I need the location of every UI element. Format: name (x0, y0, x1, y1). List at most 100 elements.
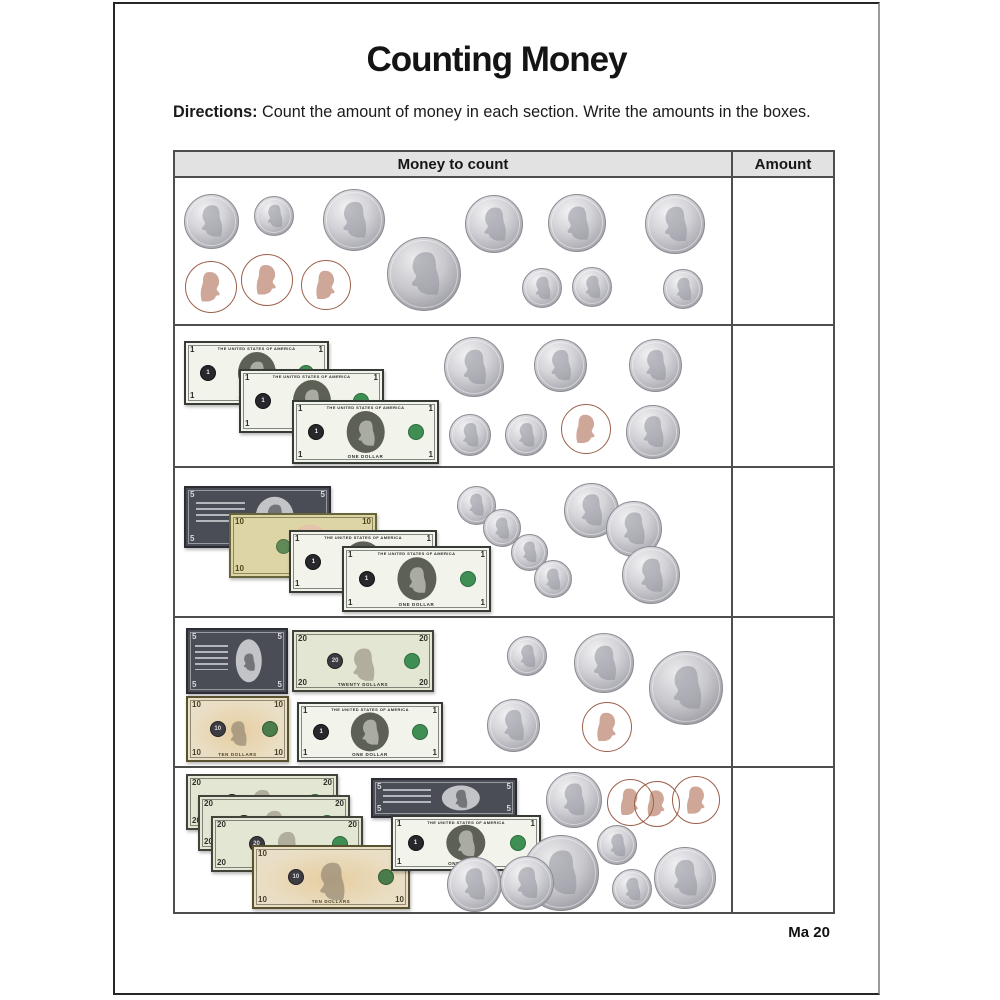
directions-text: Count the amount of money in each sectio… (257, 103, 811, 121)
denomination-numeral: 5 (190, 490, 195, 499)
quarter-coin (622, 546, 680, 604)
penny-coin (241, 254, 293, 306)
amount-box[interactable] (731, 618, 833, 766)
header-money-to-count: Money to count (397, 155, 509, 173)
half-coin (649, 651, 723, 725)
bill-top-text: THE UNITED STATES OF AMERICA (217, 346, 296, 351)
money-cell: 5 5 5 5 20 20 20 20 20 TWENTY DOLLARS 10 10 10 10 10 TE… (175, 618, 731, 766)
treasury-seal-icon (509, 835, 526, 851)
coin-portrait-icon (664, 206, 687, 241)
coin-portrait-icon (641, 558, 663, 592)
bill-portrait (219, 705, 257, 760)
federal-seal-icon: 20 (327, 653, 344, 669)
bill-bottom-text: ONE DOLLAR (347, 454, 384, 459)
denomination-numeral: 1 (303, 748, 308, 757)
denomination-numeral: 5 (192, 680, 197, 689)
amount-box[interactable] (731, 468, 833, 616)
denomination-numeral: 1 (295, 579, 300, 588)
denomination-numeral: 1 (397, 857, 402, 866)
bill-portrait (441, 785, 481, 811)
nickel-coin (546, 772, 602, 828)
denomination-numeral: 1 (303, 706, 308, 715)
denomination-numeral: 20 (323, 778, 332, 787)
twenty-bill: 20 20 20 20 20 TWENTY DOLLARS (292, 630, 434, 692)
coin-portrait-icon (463, 349, 486, 384)
coin-portrait-icon (576, 414, 595, 443)
bill-bottom-text: ONE DOLLAR (398, 602, 435, 607)
bill-portrait (446, 824, 486, 862)
federal-seal-icon: 1 (313, 724, 330, 740)
coin-portrait-icon (647, 790, 665, 817)
coin-portrait-icon (200, 271, 220, 302)
bill-bottom-text: TWENTY DOLLARS (337, 682, 389, 687)
coin-portrait-icon (522, 541, 537, 563)
bill-portrait-icon (458, 830, 475, 857)
nickel-coin (500, 856, 554, 910)
denomination-numeral: 5 (277, 680, 282, 689)
coin-portrait-icon (643, 416, 664, 448)
penny-coin (185, 261, 237, 313)
table-row: 5 5 5 5 20 20 20 20 20 TWENTY DOLLARS 10 10 10 10 10 TE… (175, 618, 833, 768)
treasury-seal-icon (262, 721, 279, 737)
coin-portrait-icon (585, 275, 600, 298)
coin-portrait-icon (256, 264, 276, 295)
denomination-numeral: 1 (298, 404, 303, 413)
penny-coin (301, 260, 351, 310)
bill-bottom-text: TEN DOLLARS (218, 752, 257, 757)
coin-portrait-icon (520, 644, 535, 667)
bill-portrait (396, 557, 437, 601)
coin-portrait-icon (581, 494, 602, 526)
denomination-numeral: 10 (258, 895, 267, 904)
amount-box[interactable] (731, 326, 833, 466)
denomination-numeral: 5 (190, 534, 195, 543)
treasury-seal-icon (412, 724, 429, 740)
directions-label: Directions: (173, 103, 258, 121)
penny-coin (672, 776, 720, 824)
treasury-seal-icon (408, 424, 425, 440)
coin-portrait-icon (517, 867, 538, 899)
denomination-numeral: 20 (419, 678, 428, 687)
denomination-numeral: 20 (298, 634, 307, 643)
denomination-numeral: 1 (373, 373, 378, 382)
denomination-numeral: 10 (362, 517, 371, 526)
bill-portrait-icon (362, 720, 379, 746)
penny-coin (582, 702, 632, 752)
bill-bottom-text: ONE DOLLAR (352, 752, 388, 757)
amount-box[interactable] (731, 768, 833, 912)
coin-portrait-icon (201, 205, 222, 237)
coin-portrait-icon (504, 709, 524, 740)
denomination-numeral: 10 (192, 748, 201, 757)
denomination-numeral: 10 (395, 895, 404, 904)
denomination-numeral: 5 (192, 632, 197, 641)
coin-portrait-icon (464, 868, 485, 900)
quarter-coin (465, 195, 523, 253)
federal-seal-icon: 10 (209, 721, 226, 737)
nickel-coin (183, 193, 239, 249)
coin-portrait-icon (546, 568, 561, 590)
dime-coin (483, 509, 521, 547)
denomination-numeral: 1 (348, 550, 353, 559)
federal-seal-icon: 1 (358, 571, 375, 587)
denomination-numeral: 20 (204, 799, 213, 808)
denomination-numeral: 1 (245, 419, 250, 428)
amount-box[interactable] (731, 178, 833, 324)
denomination-numeral: 20 (217, 820, 226, 829)
nickel-coin (626, 405, 680, 459)
denomination-numeral: 1 (480, 598, 485, 607)
bill-portrait-icon (319, 862, 345, 901)
denomination-numeral: 1 (295, 534, 300, 543)
denomination-numeral: 1 (348, 598, 353, 607)
denomination-numeral: 5 (320, 490, 325, 499)
denomination-numeral: 1 (428, 404, 433, 413)
federal-seal-icon: 1 (407, 835, 424, 851)
quarter-coin (574, 633, 634, 693)
quarter-coin (323, 189, 385, 251)
coin-portrait-icon (673, 666, 701, 709)
coin-portrait-icon (267, 204, 282, 227)
federal-seal-icon: 1 (305, 553, 322, 570)
